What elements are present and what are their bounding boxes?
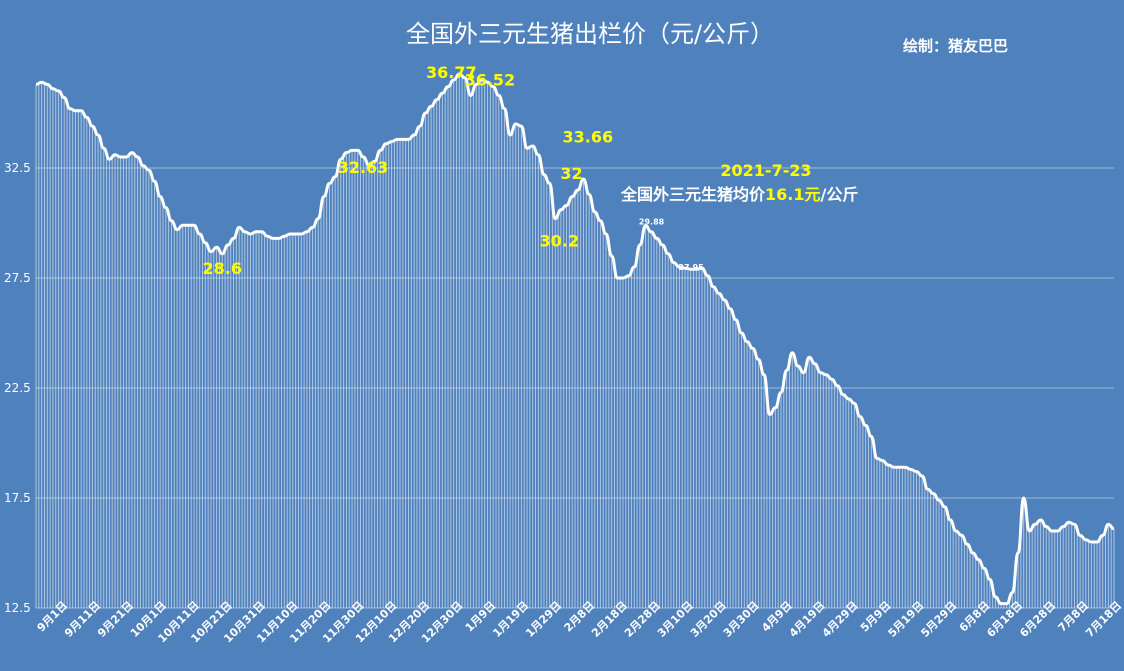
summary-text: 全国外三元生猪均价16.1元/公斤 [620,185,858,204]
data-label: 36.77 [426,63,477,82]
data-label: 30.2 [540,232,579,251]
summary-date: 2021-7-23 [720,161,811,180]
price-line [35,72,1115,606]
y-axis-ticks: 12.5 17.5 22.5 27.5 32.5 [4,161,31,615]
y-tick-label: 12.5 [4,601,31,615]
y-tick-label: 22.5 [4,381,31,395]
y-tick-label: 17.5 [4,491,31,505]
chart-credit: 绘制：猪友巴巴 [903,37,1008,55]
data-label: 33.66 [563,127,614,146]
data-label: 28.6 [203,259,242,278]
data-label: 32.63 [338,158,389,177]
summary-prefix: 全国外三元生猪均价 [620,185,766,204]
data-label: 36.52 [465,71,516,90]
data-label: 29.88 [639,218,665,227]
summary-suffix: /公斤 [821,185,859,204]
summary-value: 16.1元 [765,185,820,204]
chart-title: 全国外三元生猪出栏价（元/公斤） [406,20,774,48]
y-tick-label: 27.5 [4,271,31,285]
data-label: 32 [560,164,582,183]
y-tick-label: 32.5 [4,161,31,175]
area-fill-lines [35,74,1115,608]
data-label: 27.95 [678,263,704,272]
